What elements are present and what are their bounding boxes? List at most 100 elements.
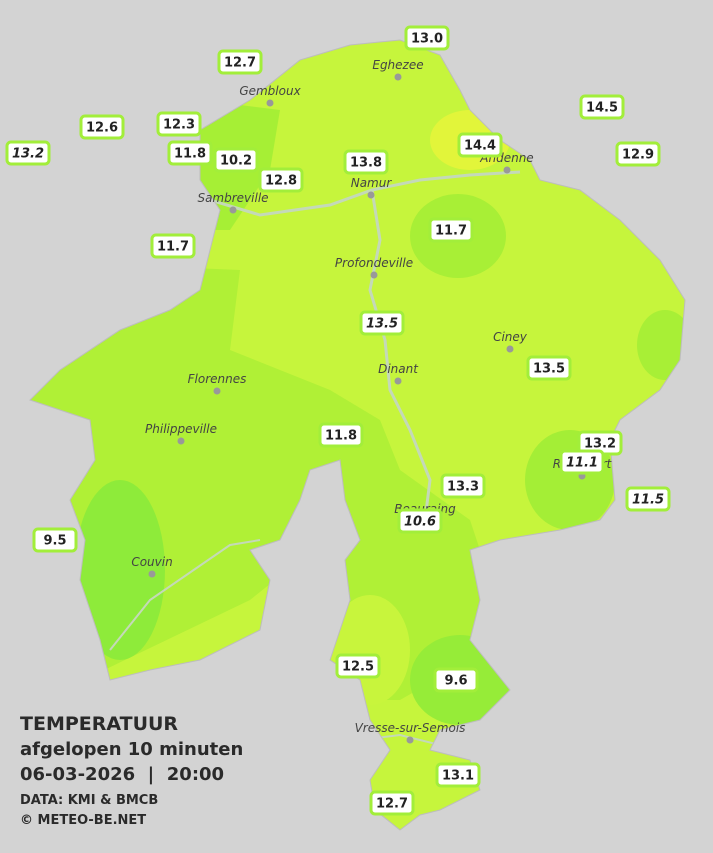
station: 12.6 (79, 114, 125, 140)
zone-cool (75, 480, 165, 660)
station-value: 13.1 (442, 769, 474, 784)
station: 11.7 (150, 233, 196, 259)
station-value: 13.3 (447, 480, 479, 495)
station-box (440, 473, 486, 499)
legend-source: DATA: KMI & BMCB (20, 793, 158, 808)
station-box (79, 114, 125, 140)
city-dot (394, 73, 402, 81)
legend-copyright: © METEO-BE.NET (20, 813, 146, 828)
legend-datetime: 06-03-2026 | 20:00 (20, 764, 224, 785)
station-box (428, 217, 474, 243)
city-label: Profondeville (335, 256, 413, 270)
station-box (404, 25, 450, 51)
station-box (156, 111, 202, 137)
station-value: 10.6 (404, 515, 436, 530)
city-label: Couvin (131, 555, 172, 569)
station-value: 12.6 (86, 121, 118, 136)
station-value: 11.5 (632, 493, 664, 508)
city-dot (266, 99, 274, 107)
station: 9.6 (433, 667, 479, 693)
city-label: Vresse-sur-Semois (355, 721, 466, 735)
station: 13.3 (440, 473, 486, 499)
station-box (5, 140, 51, 166)
city-dot (503, 166, 511, 174)
station: 9.5 (32, 527, 78, 553)
station-value: 11.8 (174, 147, 206, 162)
station-value: 11.8 (325, 429, 357, 444)
station-value: 13.5 (533, 362, 565, 377)
station: 11.1 (559, 449, 605, 475)
city-dot (406, 736, 414, 744)
station-box (32, 527, 78, 553)
station-box (433, 667, 479, 693)
station: 11.8 (167, 140, 213, 166)
station: 10.2 (213, 147, 259, 173)
city-dot (370, 271, 378, 279)
station: 11.8 (318, 422, 364, 448)
city-dot (367, 191, 375, 199)
station-value: 14.5 (586, 101, 618, 116)
city-dot (394, 377, 402, 385)
station-layer: 13.0 12.7 14.5 12.6 12.3 13.2 11.8 10.2 14.4 12.9… (5, 25, 671, 816)
station-value: 12.7 (224, 56, 256, 71)
station: 12.8 (258, 167, 304, 193)
zone-warm (330, 595, 410, 705)
station: 12.5 (335, 653, 381, 679)
station-box (258, 167, 304, 193)
station-box (559, 449, 605, 475)
station-value: 11.7 (157, 240, 189, 255)
city-label: Philippeville (145, 422, 217, 436)
station-value: 11.7 (435, 224, 467, 239)
station: 13.5 (526, 355, 572, 381)
station-value: 11.1 (566, 456, 598, 471)
zone-cool (637, 310, 685, 380)
city-label: Namur (351, 176, 393, 190)
station: 10.6 (397, 508, 443, 534)
city-label: Gembloux (239, 84, 301, 98)
city-dot (148, 570, 156, 578)
station: 14.4 (457, 132, 503, 158)
station: 12.3 (156, 111, 202, 137)
station-box (526, 355, 572, 381)
station-value: 13.2 (12, 147, 44, 162)
city-label: Ciney (493, 330, 528, 344)
station: 12.7 (369, 790, 415, 816)
station-value: 13.5 (366, 317, 398, 332)
station-box (579, 94, 625, 120)
station: 12.9 (615, 141, 661, 167)
station-box (615, 141, 661, 167)
station-value: 13.2 (584, 437, 616, 452)
station-value: 12.3 (163, 118, 195, 133)
station: 14.5 (579, 94, 625, 120)
station-box (343, 149, 389, 175)
station-value: 13.0 (411, 32, 443, 47)
station-value: 9.5 (43, 534, 66, 549)
station-value: 12.7 (376, 797, 408, 812)
legend-subtitle: afgelopen 10 minuten (20, 739, 243, 760)
legend-title: TEMPERATUUR (20, 713, 178, 735)
river (368, 189, 432, 521)
station: 13.0 (404, 25, 450, 51)
station-box (397, 508, 443, 534)
station-box (213, 147, 259, 173)
river (109, 539, 261, 651)
city-dot (506, 345, 514, 353)
station-box (217, 49, 263, 75)
station-value: 13.8 (350, 156, 382, 171)
station: 11.7 (428, 217, 474, 243)
station: 11.5 (625, 486, 671, 512)
station-box (457, 132, 503, 158)
city-label: Eghezee (372, 58, 423, 72)
station: 13.2 (577, 430, 623, 456)
station-value: 14.4 (464, 139, 496, 154)
station-box (335, 653, 381, 679)
station-value: 10.2 (220, 154, 252, 169)
city-dot (177, 437, 185, 445)
station-box (359, 310, 405, 336)
station-box (318, 422, 364, 448)
station: 13.5 (359, 310, 405, 336)
station-value: 12.5 (342, 660, 374, 675)
station-box (167, 140, 213, 166)
station-box (435, 762, 481, 788)
station: 13.1 (435, 762, 481, 788)
